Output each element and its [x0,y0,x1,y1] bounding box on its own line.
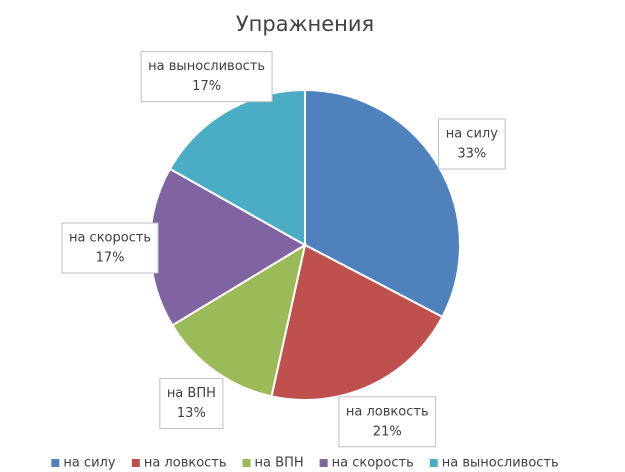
legend-label: на выносливость [442,456,559,471]
data-label-box [338,396,437,448]
pie-slice [171,242,307,398]
data-label-value: 17% [96,251,125,266]
chart-title: Упражнения [236,12,374,36]
data-label-value: 13% [177,406,206,421]
data-label: на ловкость 21% [338,396,437,448]
data-label-category: на скорость [69,231,151,246]
legend-label: на ловкость [144,456,227,471]
legend: на силу на ловкость на ВПН на скорость на вы… [51,456,559,471]
legend-swatch [429,459,438,467]
data-label-category: на выносливость [148,59,265,74]
pie-slice [168,88,306,247]
legend-label: на силу [63,456,116,471]
data-label-box [61,222,159,274]
pie-slice [304,88,461,319]
data-label: на ВПН 13% [159,377,224,429]
pie-slice [270,243,444,401]
data-label: на выносливость 17% [140,51,273,103]
data-label: на силу 33% [438,118,506,170]
data-label-value: 17% [192,79,221,94]
legend-swatch [319,459,328,467]
legend-swatch [51,459,60,467]
data-label-box [140,51,273,103]
data-label-value: 21% [373,424,402,439]
legend-label: на ВПН [255,456,304,471]
data-label-category: на ловкость [346,404,429,419]
data-label-value: 33% [457,147,486,162]
data-label-box [438,118,506,170]
data-label: на скорость 17% [61,222,159,274]
legend-swatch [131,459,140,467]
data-label-category: на ВПН [167,386,216,401]
legend-swatch [242,459,251,467]
data-label-box [159,377,224,429]
legend-label: на скорость [332,456,414,471]
data-label-category: на силу [446,127,499,142]
